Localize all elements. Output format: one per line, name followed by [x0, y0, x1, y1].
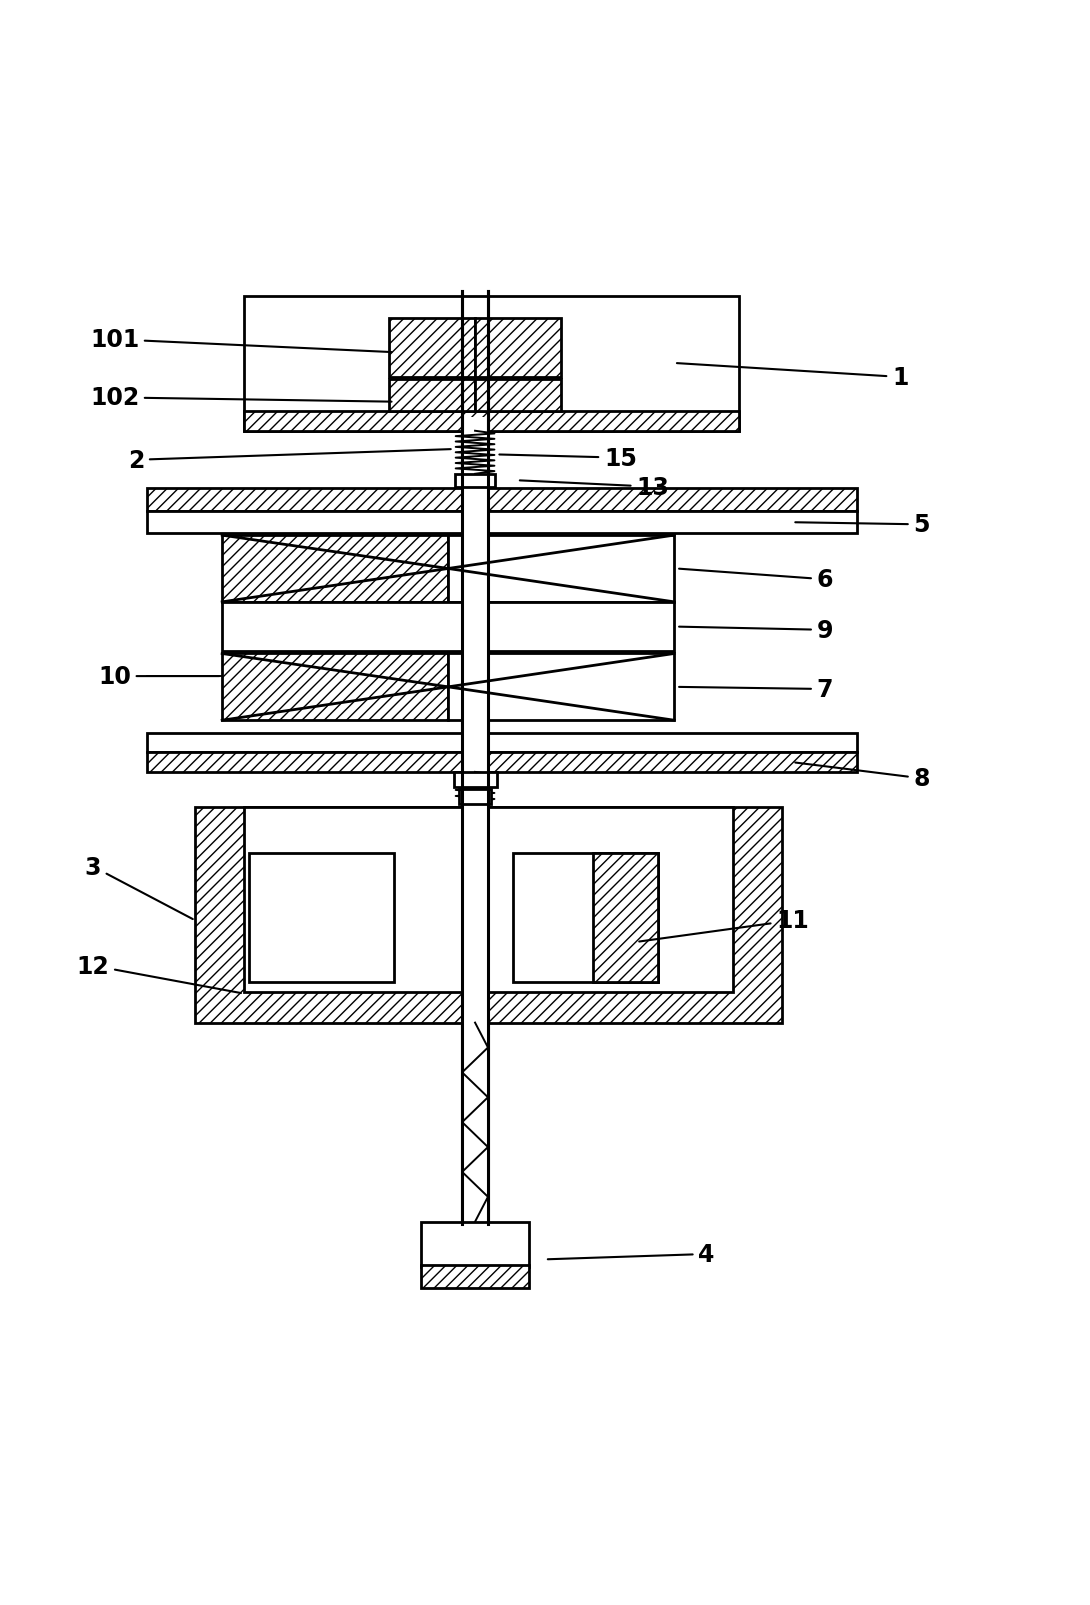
- Text: 3: 3: [85, 855, 193, 920]
- Text: 12: 12: [76, 953, 241, 993]
- Bar: [244, 412, 739, 432]
- Bar: [250, 852, 395, 982]
- Text: 15: 15: [499, 446, 637, 470]
- Bar: [389, 318, 475, 377]
- Bar: [461, 417, 489, 1225]
- Bar: [593, 852, 658, 982]
- Bar: [222, 602, 674, 652]
- Text: 102: 102: [90, 387, 391, 411]
- Bar: [244, 807, 734, 993]
- Text: 10: 10: [98, 664, 219, 689]
- Bar: [147, 753, 857, 772]
- Bar: [512, 852, 658, 982]
- Bar: [475, 318, 561, 377]
- Bar: [222, 536, 448, 602]
- Bar: [244, 297, 739, 432]
- Bar: [453, 772, 497, 788]
- Bar: [147, 512, 857, 533]
- Bar: [448, 655, 674, 721]
- Bar: [459, 790, 492, 804]
- Text: 2: 2: [128, 448, 451, 472]
- Bar: [195, 807, 782, 1022]
- Bar: [421, 1221, 529, 1266]
- Text: 7: 7: [679, 677, 833, 701]
- Text: 1: 1: [677, 364, 908, 390]
- Bar: [222, 655, 448, 721]
- Bar: [421, 1265, 529, 1289]
- Text: 8: 8: [796, 762, 930, 791]
- Bar: [448, 536, 674, 602]
- Text: 11: 11: [639, 908, 809, 942]
- Bar: [455, 475, 496, 488]
- Text: 4: 4: [548, 1242, 715, 1266]
- Text: 101: 101: [90, 327, 391, 353]
- Text: 6: 6: [679, 568, 833, 592]
- Bar: [147, 733, 857, 753]
- Text: 9: 9: [679, 618, 833, 642]
- Bar: [147, 488, 857, 512]
- Text: 13: 13: [520, 475, 669, 499]
- Bar: [389, 380, 475, 412]
- Text: 5: 5: [796, 514, 930, 538]
- Bar: [475, 380, 561, 412]
